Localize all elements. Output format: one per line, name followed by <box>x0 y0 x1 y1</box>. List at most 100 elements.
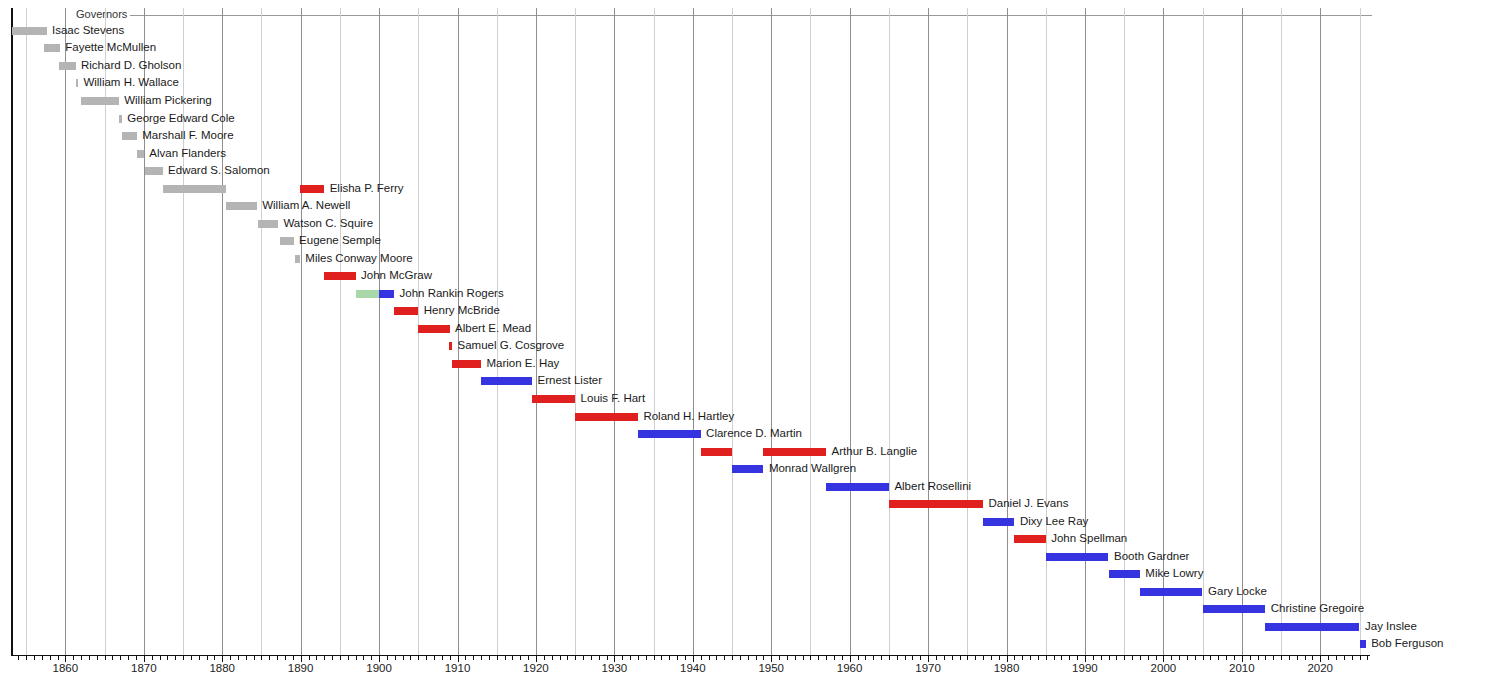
term-bar-territorial <box>258 220 278 228</box>
x-axis-minor-tick <box>277 656 278 660</box>
x-axis-minor-tick <box>1014 656 1015 660</box>
x-axis-minor-tick <box>960 656 961 660</box>
x-axis-minor-tick <box>395 656 396 660</box>
x-axis-minor-tick <box>105 656 106 660</box>
y-axis-line <box>11 8 13 656</box>
x-axis-minor-tick <box>73 656 74 660</box>
decade-gridline-1890 <box>301 8 302 655</box>
x-axis-tick-label: 1980 <box>982 663 1032 675</box>
x-axis-minor-tick <box>1218 656 1219 660</box>
x-axis-minor-tick <box>442 656 443 660</box>
term-bar-democratic <box>638 430 701 438</box>
x-axis-minor-tick <box>1132 656 1133 660</box>
decade-gridline-1980 <box>1007 8 1008 655</box>
x-axis-minor-tick <box>520 656 521 660</box>
gridline-2015 <box>1281 8 1282 655</box>
decade-gridline-1970 <box>928 8 929 655</box>
x-axis-minor-tick <box>685 656 686 660</box>
x-axis-minor-tick <box>1061 656 1062 660</box>
x-axis-minor-tick <box>81 656 82 660</box>
x-axis-tick-label: 1880 <box>197 663 247 675</box>
x-axis-minor-tick <box>269 656 270 660</box>
x-axis-minor-tick <box>316 656 317 660</box>
term-bar-republican <box>324 272 355 280</box>
x-axis-minor-tick <box>865 656 866 660</box>
x-axis-minor-tick <box>120 656 121 660</box>
x-axis-tick-label: 1870 <box>119 663 169 675</box>
term-bar-democratic <box>1265 623 1359 631</box>
term-bar-territorial <box>81 97 119 105</box>
x-axis-minor-tick <box>622 656 623 660</box>
governor-name-label: John McGraw <box>361 270 432 282</box>
x-axis-minor-tick <box>552 656 553 660</box>
x-axis-tick-label: 1910 <box>433 663 483 675</box>
gridline-1975 <box>967 8 968 655</box>
x-axis-minor-tick <box>1367 656 1368 660</box>
x-axis-minor-tick <box>991 656 992 660</box>
term-bar-democratic <box>826 483 889 491</box>
gridline-1895 <box>340 8 341 655</box>
x-axis-minor-tick <box>1360 656 1361 660</box>
x-axis-minor-tick <box>112 656 113 660</box>
x-axis-minor-tick <box>324 656 325 660</box>
governor-name-label: Louis F. Hart <box>581 393 646 405</box>
x-axis-minor-tick <box>936 656 937 660</box>
x-axis-minor-tick <box>371 656 372 660</box>
x-axis-minor-tick <box>481 656 482 660</box>
governor-name-label: Richard D. Gholson <box>81 60 181 72</box>
x-axis-minor-tick <box>1258 656 1259 660</box>
x-axis-tick-label: 1970 <box>903 663 953 675</box>
x-axis-minor-tick <box>1344 656 1345 660</box>
x-axis-minor-tick <box>26 656 27 660</box>
x-axis-minor-tick <box>18 656 19 660</box>
x-axis-minor-tick <box>1352 656 1353 660</box>
x-axis-minor-tick <box>889 656 890 660</box>
term-bar-territorial <box>226 202 257 210</box>
x-axis-minor-tick <box>1148 656 1149 660</box>
gridline-1855 <box>26 8 27 655</box>
x-axis-minor-tick <box>1312 656 1313 660</box>
x-axis-minor-tick <box>1156 656 1157 660</box>
x-axis-minor-tick <box>183 656 184 660</box>
decade-gridline-1960 <box>850 8 851 655</box>
x-axis-tick-label: 1950 <box>746 663 796 675</box>
governor-name-label: Samuel G. Cosgrove <box>458 341 565 353</box>
term-bar-republican <box>449 342 452 350</box>
x-axis-minor-tick <box>1305 656 1306 660</box>
x-axis-minor-tick <box>1101 656 1102 660</box>
x-axis-minor-tick <box>881 656 882 660</box>
x-axis-minor-tick <box>724 656 725 660</box>
decade-gridline-1920 <box>536 8 537 655</box>
x-axis-minor-tick <box>669 656 670 660</box>
governor-name-label: Jay Inslee <box>1365 621 1417 633</box>
x-axis-tick-label: 1930 <box>589 663 639 675</box>
decade-gridline-1880 <box>222 8 223 655</box>
term-bar-territorial <box>44 44 60 52</box>
term-bar-republican <box>1014 535 1045 543</box>
term-bar-territorial <box>122 132 137 140</box>
x-axis-minor-tick <box>748 656 749 660</box>
term-bar-territorial <box>137 150 144 158</box>
term-bar-republican <box>532 395 575 403</box>
governor-name-label: Roland H. Hartley <box>643 411 734 423</box>
x-axis-minor-tick <box>1022 656 1023 660</box>
x-axis-minor-tick <box>661 656 662 660</box>
x-axis-minor-tick <box>528 656 529 660</box>
x-axis-minor-tick <box>505 656 506 660</box>
term-bar-democratic <box>1203 605 1266 613</box>
term-bar-democratic <box>732 465 763 473</box>
x-axis-minor-tick <box>599 656 600 660</box>
x-axis-minor-tick <box>285 656 286 660</box>
x-axis-minor-tick <box>1336 656 1337 660</box>
x-axis-minor-tick <box>826 656 827 660</box>
x-axis-minor-tick <box>293 656 294 660</box>
x-axis-minor-tick <box>787 656 788 660</box>
x-axis-minor-tick <box>677 656 678 660</box>
x-axis-minor-tick <box>756 656 757 660</box>
decade-gridline-1860 <box>65 8 66 655</box>
x-axis-minor-tick <box>465 656 466 660</box>
x-axis-minor-tick <box>544 656 545 660</box>
x-axis-minor-tick <box>58 656 59 660</box>
term-bar-territorial <box>295 255 300 263</box>
title-rule <box>130 15 1372 16</box>
